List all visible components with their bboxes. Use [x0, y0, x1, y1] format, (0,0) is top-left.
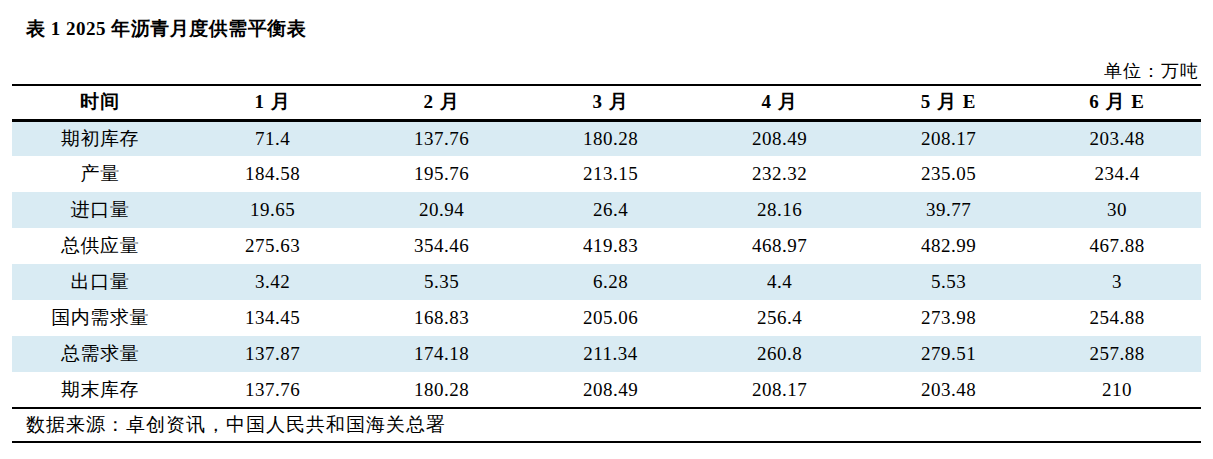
- value-cell: 254.88: [1033, 300, 1201, 336]
- month-column-header: 4 月: [695, 85, 864, 120]
- value-cell: 257.88: [1033, 336, 1201, 372]
- value-cell: 168.83: [357, 300, 526, 336]
- month-column-header: 5 月 E: [864, 85, 1033, 120]
- value-cell: 6.28: [526, 264, 695, 300]
- value-cell: 3.42: [188, 264, 357, 300]
- report-page: 表 1 2025 年沥青月度供需平衡表 单位：万吨 时间1 月2 月3 月4 月…: [0, 0, 1213, 443]
- value-cell: 468.97: [695, 228, 864, 264]
- table-row: 产量184.58195.76213.15232.32235.05234.4: [12, 156, 1201, 192]
- unit-label: 单位：万吨: [12, 59, 1201, 83]
- row-label: 总需求量: [12, 336, 188, 372]
- row-label: 国内需求量: [12, 300, 188, 336]
- value-cell: 137.87: [188, 336, 357, 372]
- source-row: 数据来源：卓创资讯，中国人民共和国海关总署: [12, 408, 1201, 442]
- value-cell: 279.51: [864, 336, 1033, 372]
- value-cell: 134.45: [188, 300, 357, 336]
- value-cell: 137.76: [357, 120, 526, 156]
- value-cell: 203.48: [1033, 120, 1201, 156]
- value-cell: 184.58: [188, 156, 357, 192]
- table-row: 期初库存71.4137.76180.28208.49208.17203.48: [12, 120, 1201, 156]
- value-cell: 232.32: [695, 156, 864, 192]
- value-cell: 467.88: [1033, 228, 1201, 264]
- value-cell: 4.4: [695, 264, 864, 300]
- value-cell: 20.94: [357, 192, 526, 228]
- value-cell: 210: [1033, 372, 1201, 408]
- value-cell: 354.46: [357, 228, 526, 264]
- value-cell: 482.99: [864, 228, 1033, 264]
- data-source-note: 数据来源：卓创资讯，中国人民共和国海关总署: [12, 408, 1201, 442]
- value-cell: 208.49: [526, 372, 695, 408]
- supply-demand-balance-table: 时间1 月2 月3 月4 月5 月 E6 月 E 期初库存71.4137.761…: [12, 84, 1201, 443]
- row-label: 出口量: [12, 264, 188, 300]
- value-cell: 195.76: [357, 156, 526, 192]
- row-label: 总供应量: [12, 228, 188, 264]
- value-cell: 19.65: [188, 192, 357, 228]
- value-cell: 205.06: [526, 300, 695, 336]
- value-cell: 208.17: [695, 372, 864, 408]
- row-label: 期末库存: [12, 372, 188, 408]
- table-row: 总需求量137.87174.18211.34260.8279.51257.88: [12, 336, 1201, 372]
- value-cell: 256.4: [695, 300, 864, 336]
- value-cell: 26.4: [526, 192, 695, 228]
- header-row: 时间1 月2 月3 月4 月5 月 E6 月 E: [12, 85, 1201, 120]
- month-column-header: 1 月: [188, 85, 357, 120]
- value-cell: 71.4: [188, 120, 357, 156]
- table-row: 进口量19.6520.9426.428.1639.7730: [12, 192, 1201, 228]
- time-column-header: 时间: [12, 85, 188, 120]
- value-cell: 174.18: [357, 336, 526, 372]
- table-row: 总供应量275.63354.46419.83468.97482.99467.88: [12, 228, 1201, 264]
- value-cell: 235.05: [864, 156, 1033, 192]
- value-cell: 180.28: [357, 372, 526, 408]
- value-cell: 419.83: [526, 228, 695, 264]
- value-cell: 211.34: [526, 336, 695, 372]
- value-cell: 3: [1033, 264, 1201, 300]
- value-cell: 137.76: [188, 372, 357, 408]
- value-cell: 28.16: [695, 192, 864, 228]
- table-row: 国内需求量134.45168.83205.06256.4273.98254.88: [12, 300, 1201, 336]
- table-title: 表 1 2025 年沥青月度供需平衡表: [12, 12, 1201, 42]
- value-cell: 208.17: [864, 120, 1033, 156]
- value-cell: 208.49: [695, 120, 864, 156]
- value-cell: 234.4: [1033, 156, 1201, 192]
- value-cell: 260.8: [695, 336, 864, 372]
- value-cell: 203.48: [864, 372, 1033, 408]
- row-label: 进口量: [12, 192, 188, 228]
- row-label: 期初库存: [12, 120, 188, 156]
- row-label: 产量: [12, 156, 188, 192]
- month-column-header: 6 月 E: [1033, 85, 1201, 120]
- value-cell: 5.35: [357, 264, 526, 300]
- value-cell: 275.63: [188, 228, 357, 264]
- month-column-header: 2 月: [357, 85, 526, 120]
- value-cell: 180.28: [526, 120, 695, 156]
- value-cell: 39.77: [864, 192, 1033, 228]
- value-cell: 273.98: [864, 300, 1033, 336]
- value-cell: 5.53: [864, 264, 1033, 300]
- table-row: 期末库存137.76180.28208.49208.17203.48210: [12, 372, 1201, 408]
- table-row: 出口量3.425.356.284.45.533: [12, 264, 1201, 300]
- value-cell: 30: [1033, 192, 1201, 228]
- value-cell: 213.15: [526, 156, 695, 192]
- month-column-header: 3 月: [526, 85, 695, 120]
